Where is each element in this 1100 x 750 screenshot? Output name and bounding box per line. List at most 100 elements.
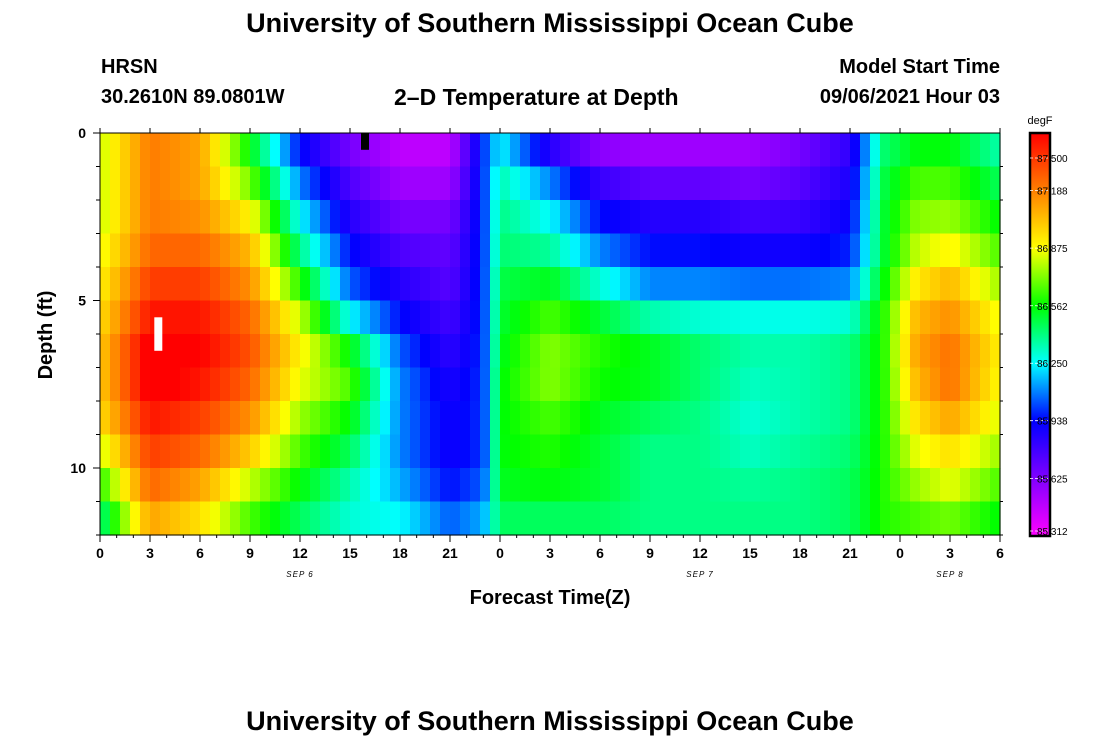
heatmap-cell — [310, 434, 321, 469]
heatmap-cell — [100, 300, 111, 335]
heatmap-cell — [160, 401, 171, 436]
heatmap-cell — [790, 401, 801, 436]
heatmap-cell — [760, 401, 771, 436]
heatmap-cell — [670, 334, 681, 369]
heatmap-cell — [220, 200, 231, 235]
heatmap-cell — [970, 434, 981, 469]
heatmap-cell — [290, 166, 301, 201]
heatmap-cell — [460, 200, 471, 235]
heatmap-cell — [600, 434, 611, 469]
heatmap-cell — [230, 200, 241, 235]
heatmap-cell — [220, 401, 231, 436]
heatmap-cell — [930, 334, 941, 369]
heatmap-cell — [190, 401, 201, 436]
heatmap-cell — [620, 300, 631, 335]
heatmap-cell — [820, 367, 831, 402]
heatmap-cell — [320, 468, 331, 503]
heatmap-cell — [380, 468, 391, 503]
heatmap-cell — [430, 401, 441, 436]
heatmap-cell — [340, 166, 351, 201]
heatmap-cell — [350, 334, 361, 369]
heatmap-cell — [530, 300, 541, 335]
heatmap-cell — [460, 367, 471, 402]
heatmap-cell — [160, 166, 171, 201]
heatmap-cell — [770, 300, 781, 335]
heatmap-cell — [660, 267, 671, 302]
heatmap-cell — [680, 233, 691, 268]
heatmap-cell — [350, 501, 361, 536]
heatmap-cell — [650, 334, 661, 369]
heatmap-cell — [610, 267, 621, 302]
heatmap-cell — [410, 501, 421, 536]
heatmap-cell — [690, 166, 701, 201]
heatmap-cell — [430, 233, 441, 268]
heatmap-cell — [450, 300, 461, 335]
heatmap-cell — [320, 233, 331, 268]
heatmap-cell — [420, 233, 431, 268]
heatmap-cell — [920, 334, 931, 369]
heatmap-cell — [880, 300, 891, 335]
heatmap-cell — [740, 501, 751, 536]
heatmap-cell — [390, 468, 401, 503]
heatmap-cell — [120, 200, 131, 235]
heatmap-cell — [700, 468, 711, 503]
heatmap-cell — [730, 300, 741, 335]
heatmap-cell — [370, 468, 381, 503]
heatmap-cell — [670, 367, 681, 402]
heatmap-cell — [130, 133, 141, 168]
heatmap-cell — [520, 501, 531, 536]
heatmap-cell — [560, 501, 571, 536]
heatmap-cell — [200, 300, 211, 335]
heatmap-cell — [440, 468, 451, 503]
heatmap-cell — [250, 300, 261, 335]
heatmap-cell — [710, 300, 721, 335]
heatmap-cell — [210, 267, 221, 302]
heatmap-cell — [860, 200, 871, 235]
heatmap-cell — [990, 267, 1001, 302]
heatmap-cell — [740, 367, 751, 402]
heatmap-cell — [880, 334, 891, 369]
heatmap-cell — [680, 300, 691, 335]
heatmap-cell — [340, 267, 351, 302]
heatmap-cell — [930, 133, 941, 168]
heatmap-cell — [750, 200, 761, 235]
heatmap-cell — [480, 267, 491, 302]
heatmap-cell — [140, 468, 151, 503]
heatmap-cell — [750, 267, 761, 302]
heatmap-cell — [530, 200, 541, 235]
heatmap-cell — [240, 166, 251, 201]
colorbar-gradient — [1028, 131, 1052, 538]
heatmap-cell — [490, 267, 501, 302]
heatmap-cell — [260, 468, 271, 503]
x-tick-label: 0 — [96, 545, 104, 561]
heatmap-cell — [810, 401, 821, 436]
heatmap-cell — [550, 133, 561, 168]
heatmap-cell — [210, 200, 221, 235]
heatmap-cell — [870, 233, 881, 268]
heatmap-cell — [350, 468, 361, 503]
heatmap-cell — [540, 334, 551, 369]
heatmap-cell — [300, 300, 311, 335]
heatmap-cell — [570, 300, 581, 335]
heatmap-cell — [800, 233, 811, 268]
heatmap-cell — [810, 367, 821, 402]
heatmap-cell — [430, 133, 441, 168]
heatmap-cell — [390, 200, 401, 235]
heatmap-cell — [570, 468, 581, 503]
heatmap-cell — [500, 166, 511, 201]
heatmap-cell — [690, 233, 701, 268]
heatmap-cell — [200, 367, 211, 402]
heatmap-cell — [600, 166, 611, 201]
heatmap-cell — [230, 468, 241, 503]
heatmap-cell — [150, 267, 161, 302]
heatmap-cell — [650, 468, 661, 503]
heatmap-cell — [460, 133, 471, 168]
heatmap-cell — [310, 267, 321, 302]
heatmap-cell — [710, 166, 721, 201]
heatmap-cell — [800, 267, 811, 302]
heatmap-cell — [220, 300, 231, 335]
heatmap-cell — [300, 233, 311, 268]
heatmap-cell — [360, 133, 371, 168]
heatmap-cell — [640, 166, 651, 201]
